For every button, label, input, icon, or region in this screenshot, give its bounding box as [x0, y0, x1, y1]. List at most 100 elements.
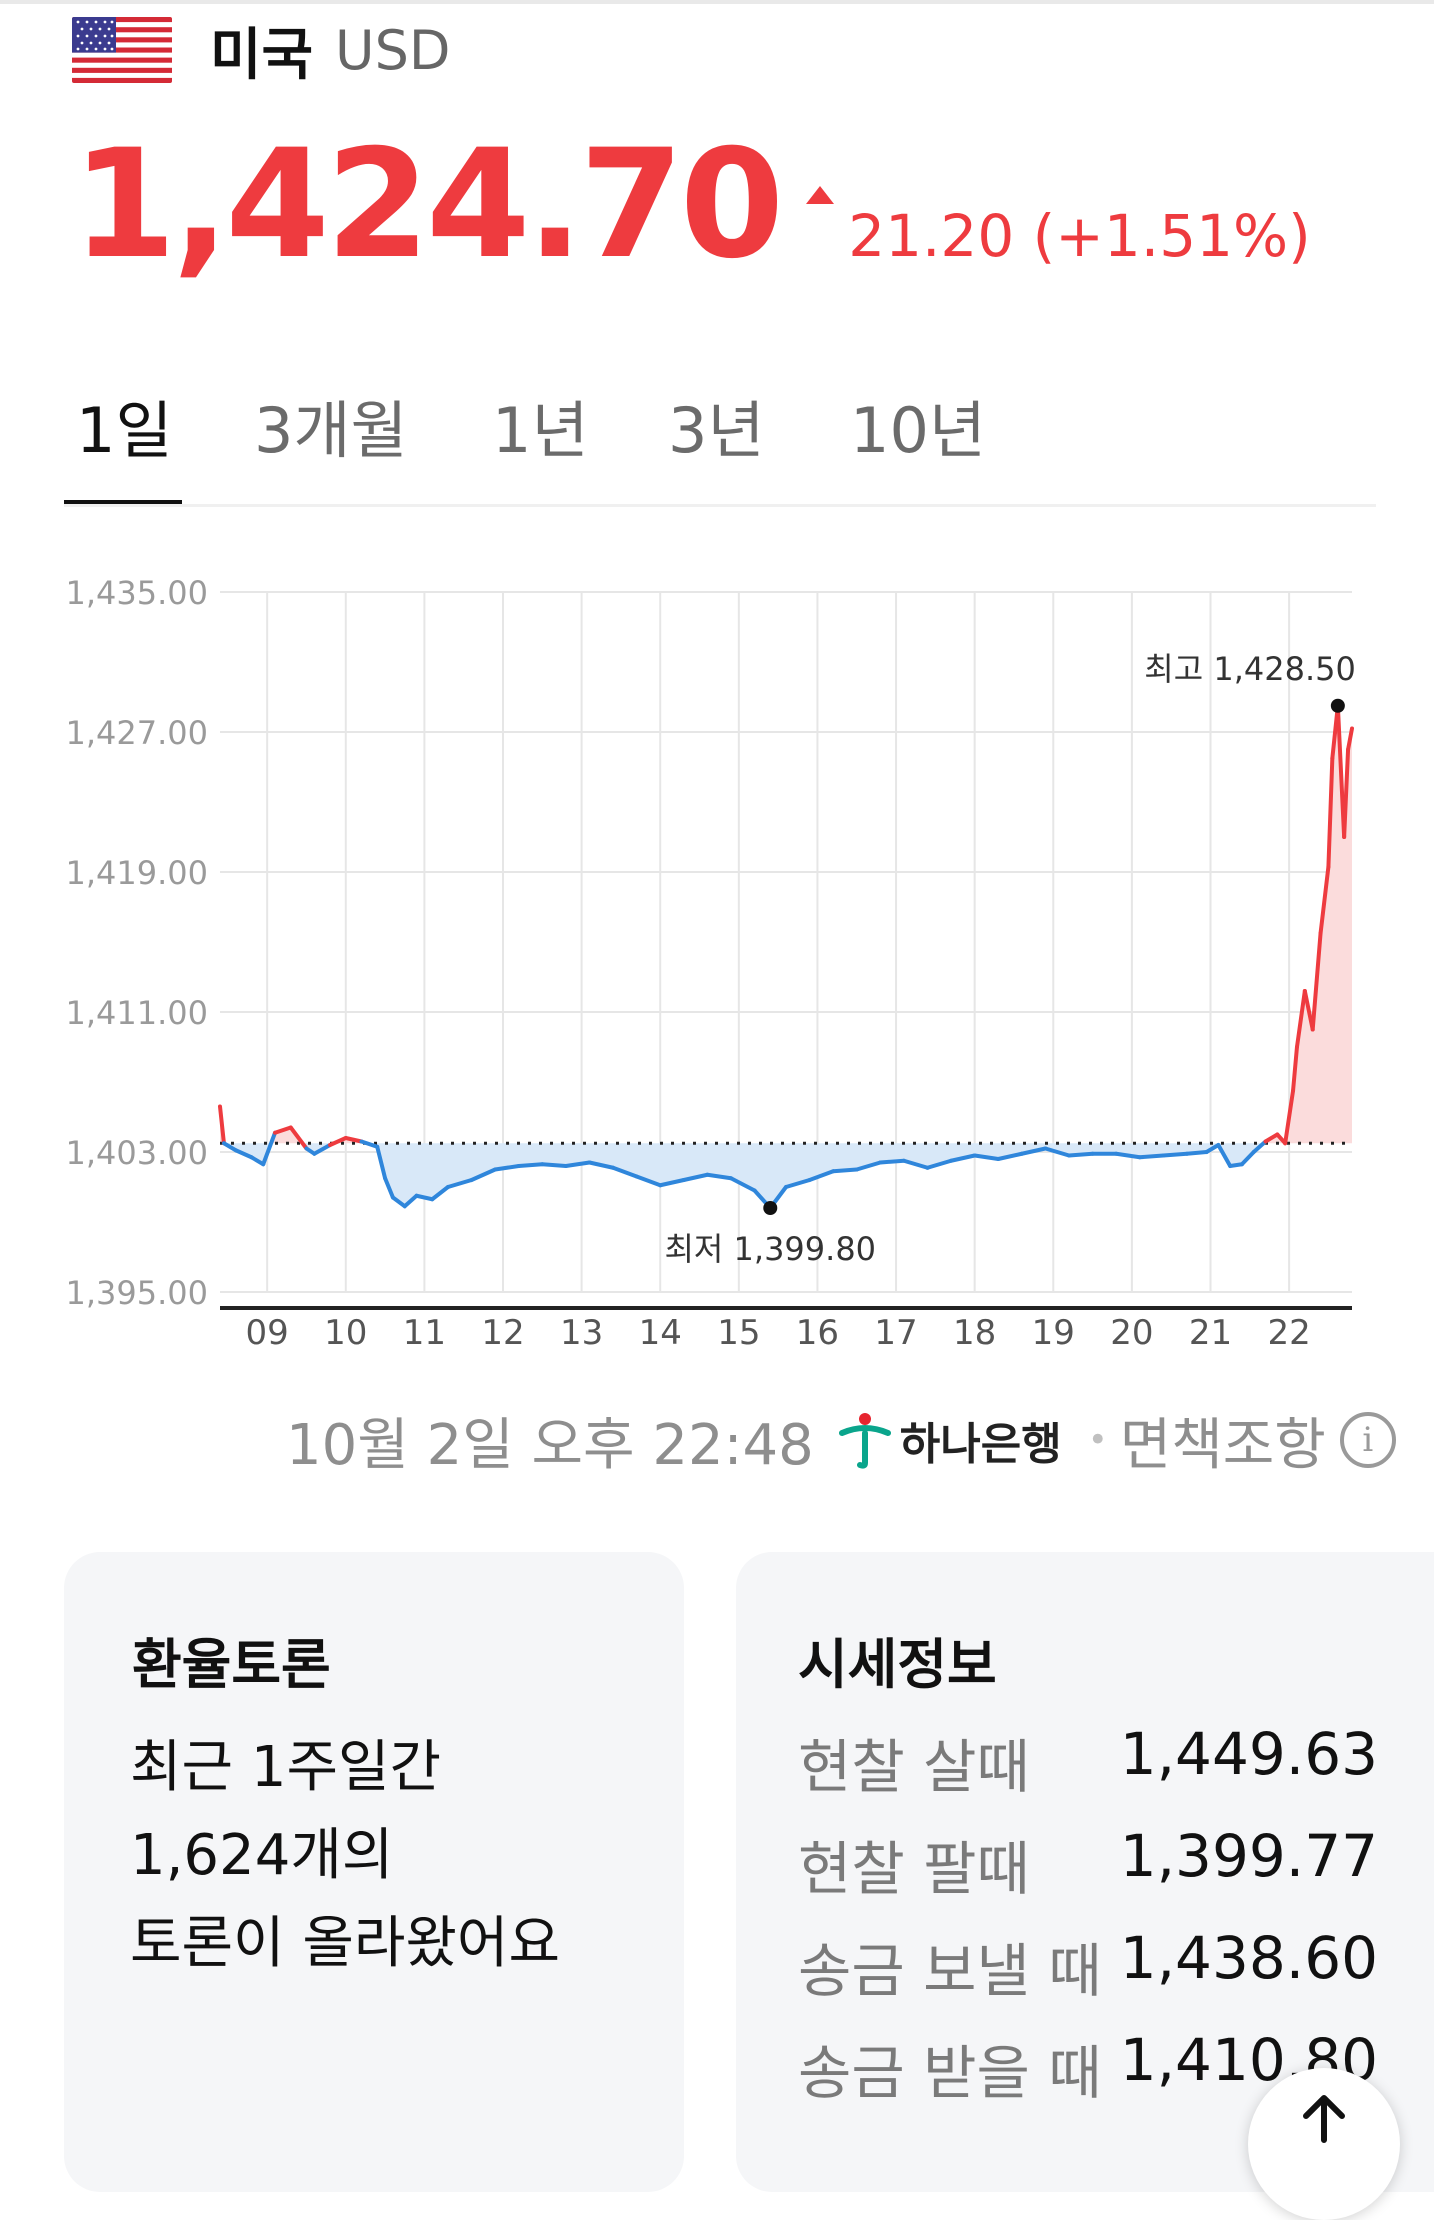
series-line-segment: [901, 1158, 930, 1170]
series-line-segment: [563, 1160, 592, 1168]
bank-link[interactable]: 하나은행: [836, 1408, 1062, 1472]
series-line-segment: [1346, 726, 1354, 752]
series-line-segment: [1283, 1088, 1296, 1146]
series-line-segment: [1137, 1153, 1166, 1160]
x-tick-label: 20: [1110, 1313, 1153, 1353]
series-line-segment: [1263, 1132, 1280, 1144]
x-tick-label: 09: [246, 1313, 289, 1353]
series-line-segment: [1019, 1146, 1048, 1156]
annotation-point: [763, 1201, 778, 1215]
quote-row: 현찰 살때 1,449.63: [798, 1720, 1378, 1804]
series-line-segment: [807, 1169, 836, 1182]
x-tick-label: 18: [953, 1313, 996, 1353]
series-line-segment: [831, 1167, 859, 1174]
update-timestamp: 10월 2일 오후 22:48: [286, 1412, 814, 1478]
series-line-segment: [949, 1153, 977, 1163]
series-line-segment: [634, 1174, 663, 1188]
y-tick-label: 1,427.00: [66, 714, 209, 752]
x-tick-label: 10: [324, 1313, 367, 1353]
y-tick-label: 1,411.00: [66, 994, 209, 1032]
x-tick-label: 12: [481, 1313, 524, 1353]
top-divider: [0, 0, 1434, 4]
series-line-segment: [1342, 747, 1351, 839]
quote-value: 1,399.77: [1119, 1822, 1378, 1890]
x-tick-label: 21: [1189, 1313, 1232, 1353]
period-tabs: 1일 3개월 1년 3년 10년: [64, 370, 1376, 507]
separator-dot: •: [1087, 1420, 1108, 1460]
series-line-segment: [233, 1148, 254, 1160]
rate-change: 21.20 (+1.51%): [848, 202, 1311, 270]
series-line-segment: [972, 1153, 1001, 1161]
tab-1year[interactable]: 1년: [492, 394, 589, 467]
series-line-segment: [493, 1164, 521, 1172]
hana-bank-logo-icon: [838, 1413, 891, 1469]
y-tick-label: 1,419.00: [66, 854, 209, 892]
exchange-rate-chart[interactable]: 1,435.00 1,427.00 1,419.00 1,411.00 1,403.00…: [0, 550, 1434, 1380]
series-line-segment: [996, 1151, 1024, 1161]
country-name: 미국: [210, 22, 314, 88]
series-line-segment: [784, 1178, 812, 1189]
series-line-segment: [540, 1162, 568, 1168]
x-tick-label: 15: [717, 1313, 760, 1353]
discussion-card[interactable]: 환율토론 최근 1주일간 1,624개의 토론이 올라왔어요: [64, 1552, 684, 2192]
currency-header: 미국 USD: [72, 14, 451, 88]
series-line-segment: [1326, 756, 1335, 869]
x-tick-label: 16: [796, 1313, 839, 1353]
series-line-segment: [430, 1185, 450, 1202]
series-line-segment: [261, 1130, 278, 1167]
disclaimer-link[interactable]: 면책조항: [1119, 1412, 1326, 1478]
tab-3years[interactable]: 3년: [668, 394, 765, 467]
series-line-segment: [705, 1172, 733, 1181]
quote-value: 1,449.63: [1119, 1720, 1378, 1788]
series-line-segment: [221, 1141, 238, 1153]
series-line-segment: [1251, 1139, 1268, 1154]
series-line-segment: [1291, 1045, 1299, 1093]
active-tab-indicator: [64, 500, 182, 504]
arrow-up-icon: [1303, 2095, 1345, 2143]
series-line-segment: [1318, 864, 1331, 936]
annotation-label: 최저 1,399.80: [664, 1230, 876, 1268]
quote-row: 송금 받을 때 1,410.80: [798, 2026, 1378, 2110]
up-arrow-icon: [806, 186, 835, 204]
below-baseline-fill: [223, 1143, 1264, 1208]
current-rate: 1,424.70: [72, 118, 784, 292]
series-line-segment: [414, 1193, 435, 1202]
quotes-card[interactable]: 시세정보 현찰 살때 1,449.63 현찰 팔때 1,399.77 송금 보낼…: [736, 1552, 1434, 2192]
y-tick-label: 1,435.00: [66, 574, 209, 612]
price-row: 1,424.70 21.20 (+1.51%): [72, 130, 1311, 280]
quotes-title: 시세정보: [798, 1633, 997, 1696]
above-baseline-fill: [220, 705, 1352, 1144]
series-line-segment: [249, 1155, 266, 1167]
tab-10years[interactable]: 10년: [850, 394, 986, 467]
quote-label: 송금 받을 때: [798, 2039, 1102, 2107]
series-line-segment: [273, 1125, 293, 1135]
tab-3months[interactable]: 3개월: [254, 394, 408, 467]
series-line-segment: [390, 1195, 407, 1209]
series-line-segment: [1114, 1151, 1142, 1160]
series-line-segment: [925, 1158, 954, 1170]
annotation-label: 최고 1,428.50: [1144, 650, 1356, 688]
series-line-segment: [469, 1167, 498, 1182]
info-icon[interactable]: i: [1339, 1412, 1396, 1468]
quote-label: 송금 보낼 때: [798, 1937, 1102, 2005]
series-line-segment: [218, 1104, 226, 1146]
y-tick-label: 1,403.00: [66, 1134, 209, 1172]
scroll-to-top-button[interactable]: [1248, 2068, 1400, 2220]
quote-label: 현찰 살때: [798, 1733, 1030, 1801]
series-line-segment: [728, 1176, 757, 1193]
currency-code: USD: [335, 18, 451, 82]
tab-1day[interactable]: 1일: [76, 394, 173, 467]
series-line-segment: [1204, 1143, 1221, 1154]
series-line-segment: [681, 1172, 710, 1182]
x-tick-label: 13: [560, 1313, 603, 1353]
discussion-summary: 최근 1주일간 1,624개의 토론이 올라왔어요: [130, 1724, 560, 1988]
series-line-segment: [383, 1176, 395, 1200]
series-line-segment: [288, 1125, 309, 1151]
series-line-segment: [878, 1158, 906, 1165]
x-tick-label: 17: [874, 1313, 917, 1353]
quote-value: 1,438.60: [1119, 1924, 1378, 1992]
series-line-segment: [312, 1143, 333, 1156]
series-line-segment: [1067, 1151, 1095, 1158]
x-tick-label: 22: [1267, 1313, 1310, 1353]
us-flag-icon: [72, 17, 172, 83]
